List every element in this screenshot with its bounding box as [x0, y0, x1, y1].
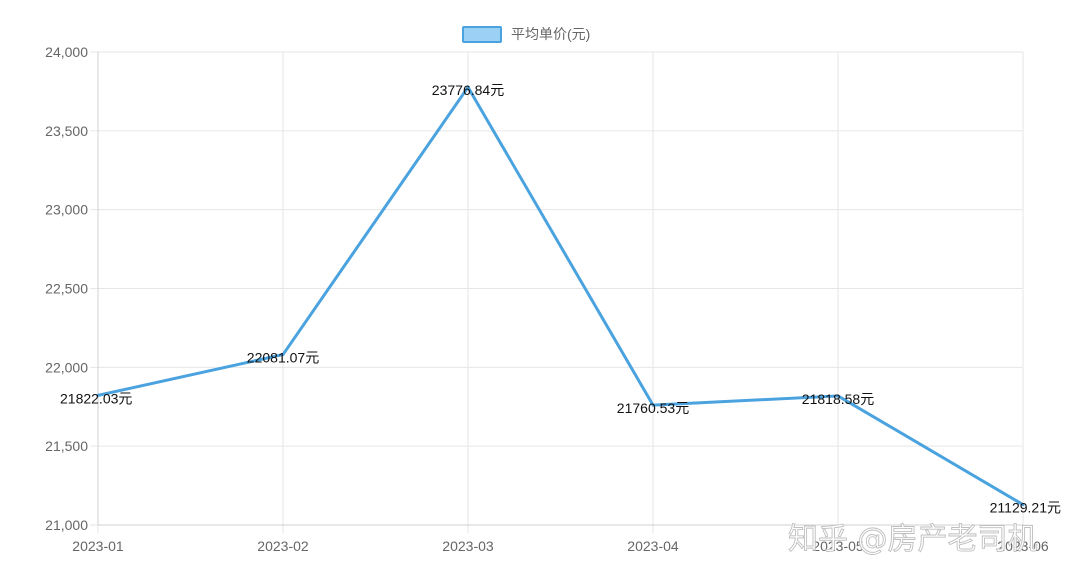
x-tick-label: 2023-05	[812, 538, 864, 554]
y-tick-label: 22,000	[45, 359, 88, 375]
data-label: 23776.84元	[432, 82, 504, 98]
y-tick-label: 23,500	[45, 123, 88, 139]
x-tick-label: 2023-01	[72, 538, 124, 554]
legend-label: 平均单价(元)	[511, 26, 590, 42]
x-tick-label: 2023-03	[442, 538, 494, 554]
y-tick-label: 21,000	[45, 517, 88, 533]
y-tick-label: 21,500	[45, 438, 88, 454]
legend[interactable]: 平均单价(元)	[462, 26, 590, 43]
data-point	[651, 403, 655, 407]
data-point	[281, 353, 285, 357]
x-tick-label: 2023-04	[627, 538, 679, 554]
data-label: 21818.58元	[802, 391, 874, 407]
data-point	[96, 393, 100, 397]
x-tick-label: 2023-02	[257, 538, 309, 554]
y-tick-label: 22,500	[45, 281, 88, 297]
data-point	[1021, 503, 1025, 507]
data-point	[466, 85, 470, 89]
legend-swatch	[462, 26, 502, 43]
grid	[90, 51, 1024, 533]
axes: 21,000 21,500 22,000 22,500 23,000 23,500 24,0…	[45, 44, 1049, 554]
x-tick-label: 2023-06	[997, 538, 1049, 554]
watermark: 知乎 @房产老司机	[788, 522, 1038, 557]
data-label: 22081.07元	[247, 350, 319, 366]
data-labels: 21822.03元 22081.07元 23776.84元 21760.53元 2181…	[60, 82, 1061, 515]
data-label: 21129.21元	[990, 500, 1061, 516]
series	[96, 85, 1025, 507]
data-label: 21760.53元	[617, 400, 689, 416]
series-line	[96, 85, 1025, 507]
y-tick-label: 24,000	[45, 44, 88, 60]
y-tick-label: 23,000	[45, 202, 88, 218]
data-point	[836, 394, 840, 398]
data-label: 21822.03元	[60, 390, 132, 406]
